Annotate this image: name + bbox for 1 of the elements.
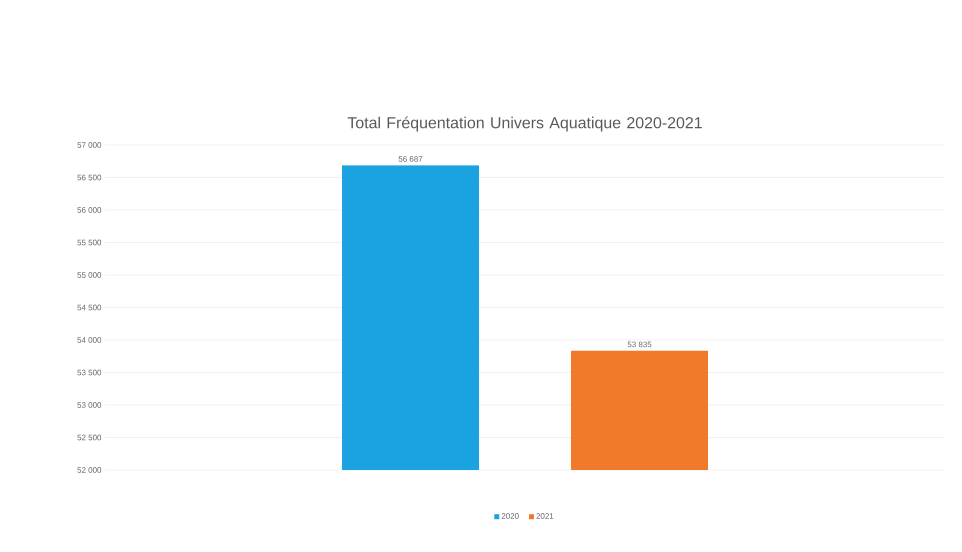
chart-title: Total Fréquentation Univers Aquatique 2020-2021 [348,116,702,132]
